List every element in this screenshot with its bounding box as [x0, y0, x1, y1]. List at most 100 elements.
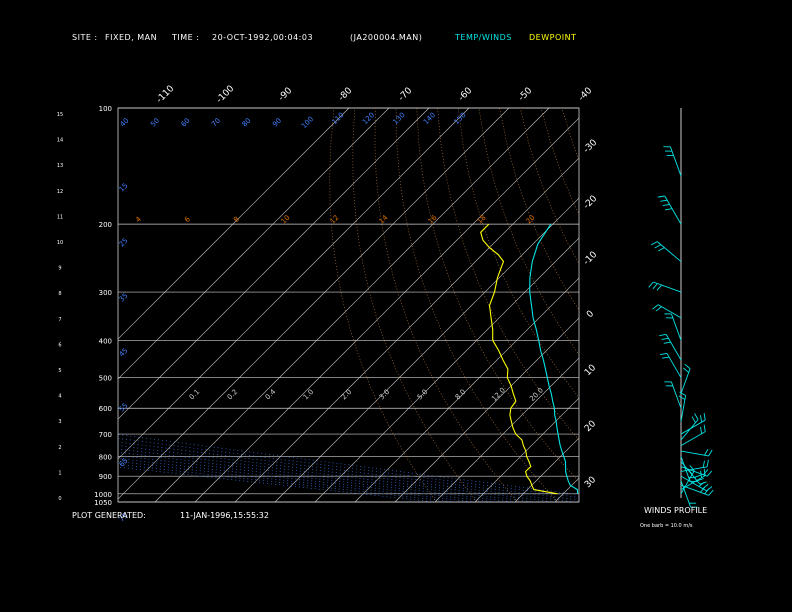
site-value: FIXED, MAN [105, 33, 158, 42]
wind-barb-flag [652, 283, 658, 290]
isotherm-line [514, 437, 579, 502]
moist-adiabat-line [118, 434, 579, 496]
dewpoint-profile-line [480, 223, 558, 495]
height-tick-label: 10 [57, 240, 63, 246]
wind-barb-shaft [680, 475, 706, 490]
wind-barb-shaft [665, 334, 682, 361]
wind-barb-flag [684, 363, 691, 370]
dry-adiabat-line [665, 108, 792, 502]
wind-barb-flag [702, 460, 705, 468]
dry-adiabat-line [603, 108, 792, 502]
wind-barb-shaft [671, 313, 682, 341]
plot-generated-label: PLOT GENERATED: [72, 511, 146, 520]
isotherm-group [118, 108, 579, 502]
wind-barb-flag [656, 284, 662, 291]
legend-dewpoint: DEWPOINT [529, 33, 577, 42]
isotherm-line [394, 317, 579, 502]
moist-adiabat-line [118, 437, 579, 498]
site-label: SITE : [72, 33, 98, 42]
wind-barb-flag [704, 449, 709, 456]
isotherm-label: 10 [583, 363, 598, 378]
wind-barb-shaft [671, 381, 682, 409]
plot-frame [117, 107, 580, 503]
dry-adiabat-line [437, 108, 579, 441]
dry-adiabat-line [395, 108, 559, 502]
dry-adiabat-line [769, 108, 792, 502]
height-tick-label: 6 [58, 342, 61, 348]
moist-adiabat-line [118, 455, 516, 502]
isotherm-line [234, 157, 579, 502]
dry-adiabat-line [624, 108, 792, 502]
mixing-ratio-label: 0.2 [226, 388, 240, 402]
wind-barb-flag [652, 304, 659, 310]
moist-adiabat-line [118, 448, 556, 502]
wind-barb-flag [662, 203, 670, 207]
wind-barb-flag [655, 306, 662, 312]
mixing-ratio-label: 18 [476, 214, 488, 226]
wind-barb-shaft [656, 241, 682, 262]
pressure-tick-label: 200 [99, 221, 112, 229]
isotherm-label: 0 [585, 309, 596, 320]
pressure-tick-label: 400 [99, 337, 112, 345]
height-tick-label: 2 [58, 445, 61, 451]
thetae-label: 25 [118, 237, 130, 249]
isotherm-label: -90 [277, 86, 295, 104]
theta-label: 140 [422, 111, 437, 126]
wind-barb-shaft [680, 450, 709, 457]
wind-barb-shaft [680, 456, 691, 482]
mixing-ratio-label: 10 [280, 214, 292, 226]
dry-adiabat-line [457, 108, 579, 399]
height-tick-label: 0 [58, 496, 61, 502]
time-value: 20-OCT-1992,00:04:03 [212, 33, 314, 42]
pressure-tick-label: 1000 [94, 491, 112, 499]
isotherm-label: 20 [583, 419, 598, 434]
moist-adiabat-line [118, 451, 536, 502]
isotherm-line [118, 108, 350, 340]
dry-adiabat-line [352, 108, 478, 502]
moist-adiabat-line [118, 441, 579, 501]
dry-adiabat-line [499, 108, 579, 311]
theta-label: 130 [392, 111, 407, 126]
moist-adiabat-line [118, 445, 576, 502]
pressure-tick-label: 100 [99, 105, 112, 113]
wind-barb-shaft [680, 480, 691, 508]
wind-barb-flag [659, 334, 667, 337]
moist-adiabat-line [118, 464, 456, 502]
wind-barb-flag [702, 483, 709, 490]
theta-label: 50 [149, 117, 161, 129]
wind-barb-shaft [680, 484, 709, 496]
dry-adiabat-line [686, 108, 792, 502]
isotherm-label: -10 [582, 250, 600, 268]
isotherm-line [354, 277, 579, 502]
wind-barb-flag [662, 356, 670, 359]
dry-adiabat-line [374, 108, 518, 502]
wind-barb-shaft [680, 395, 687, 422]
wind-barb-flag [660, 199, 668, 202]
mixing-ratio-label: 0.1 [188, 388, 202, 402]
wind-barb-flag [700, 426, 703, 434]
isotherm-label: -110 [155, 84, 177, 106]
wind-barb-flag [699, 481, 707, 485]
mixing-ratio-label: 4 [134, 215, 143, 224]
wind-barb-shaft [680, 419, 706, 435]
wind-barb-flag [654, 244, 662, 249]
isotherm-line [194, 117, 579, 502]
isotherm-label: -100 [215, 84, 237, 106]
height-tick-label: 8 [58, 291, 61, 297]
wind-barb-flag [657, 195, 665, 198]
theta-label: 90 [271, 117, 283, 129]
mixing-ratio-label: 1.0 [302, 388, 316, 402]
height-tick-label: 12 [57, 189, 63, 195]
mixing-ratio-label: 20 [525, 214, 537, 226]
wind-barb-shaft [653, 281, 682, 293]
isotherm-line [118, 108, 470, 460]
thetae-label: 45 [118, 347, 130, 359]
wind-barb-shaft [680, 419, 699, 441]
height-tick-label: 13 [57, 163, 63, 169]
mixing-ratio-label: 12.0 [490, 386, 507, 403]
wind-barb-flag [703, 413, 706, 421]
mixing-ratio-label: 12 [329, 214, 341, 226]
wind-barb-flag [696, 478, 704, 482]
wind-barb-flag [679, 391, 686, 396]
